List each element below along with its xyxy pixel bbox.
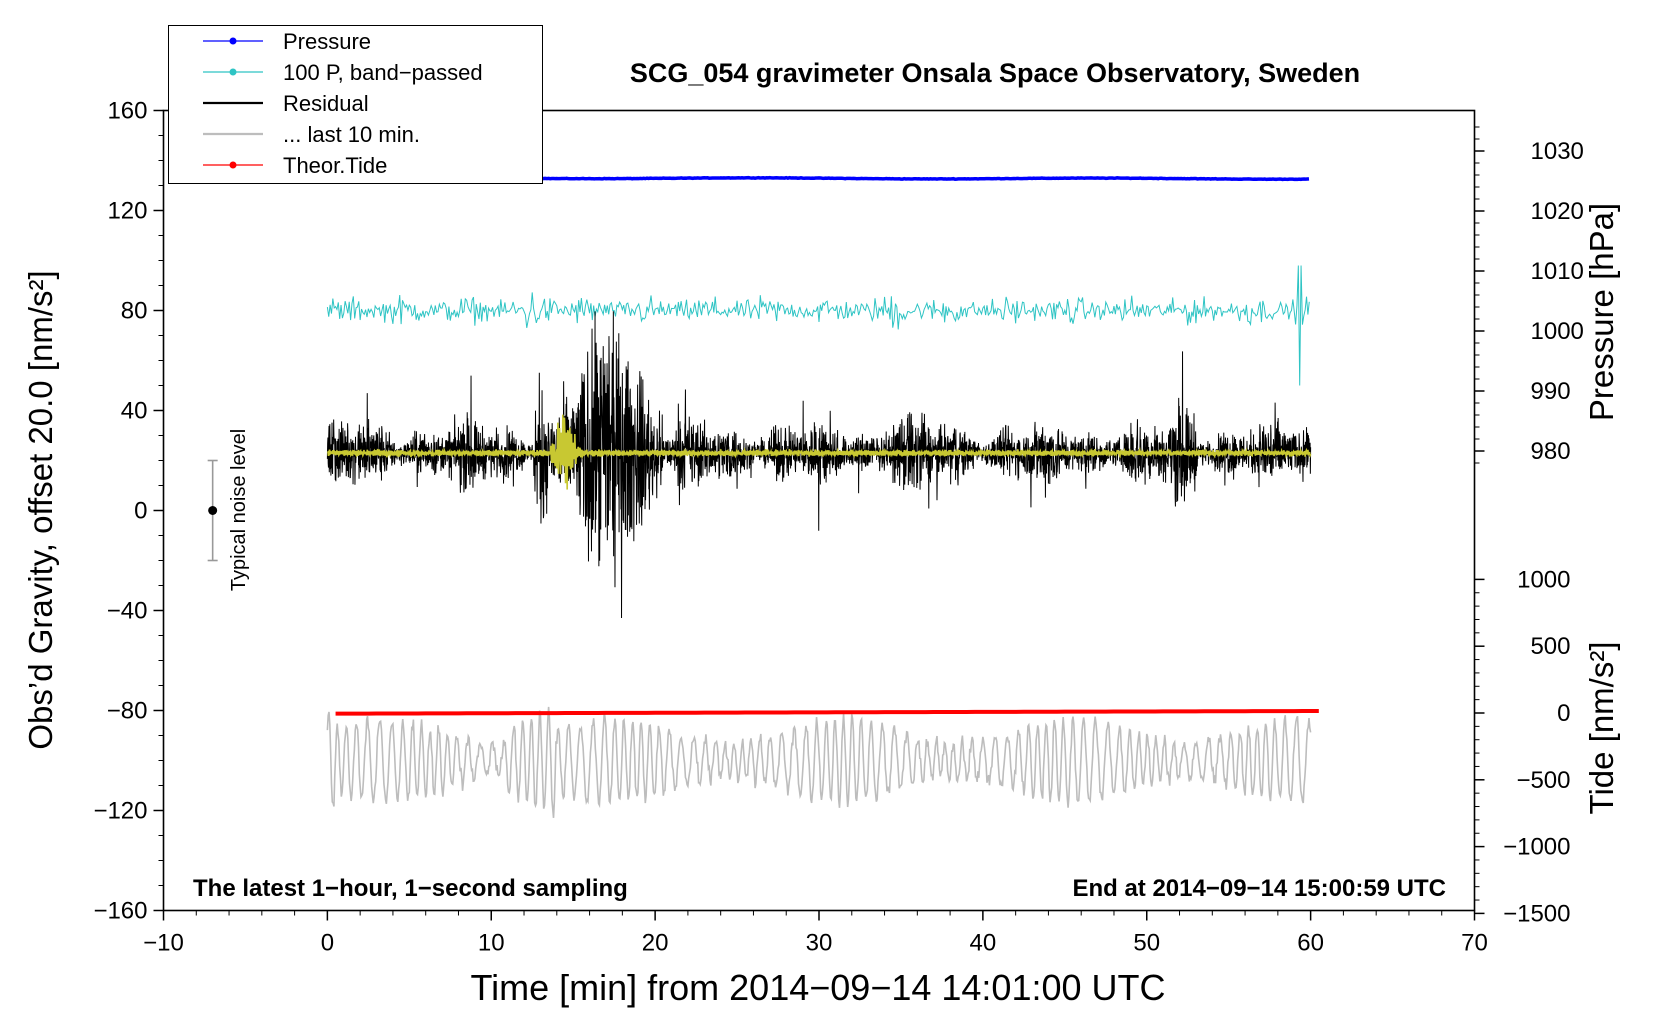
tide-line xyxy=(335,708,1319,716)
pressure-tick-label: 1010 xyxy=(1531,258,1584,285)
legend-label: 100 P, band−passed xyxy=(283,60,483,85)
tide-tick-label: 500 xyxy=(1530,633,1570,660)
noise-center-dot xyxy=(208,506,218,515)
x-axis: −10 0 10 20 30 40 50 60 70 xyxy=(143,910,1488,957)
tide-tick-label: −1500 xyxy=(1503,900,1570,927)
x-axis-title: Time [min] from 2014−09−14 14:01:00 UTC xyxy=(470,967,1165,1008)
tide-tick-label: 1000 xyxy=(1517,566,1570,593)
y-tick-label: −80 xyxy=(107,698,148,725)
y-axis-tide: 1000 500 0 −500 −1000 −1500 xyxy=(1474,566,1571,927)
series-residual xyxy=(326,311,1312,619)
x-tick-label: 60 xyxy=(1297,930,1324,957)
y-tick-label: −120 xyxy=(93,798,147,825)
y-tick-label: 120 xyxy=(107,198,147,225)
pressure-tick-label: 1020 xyxy=(1531,198,1584,225)
y-axis-pressure-title: Pressure [hPa] xyxy=(1583,203,1620,421)
residual-smoothed-line xyxy=(326,414,1312,490)
legend-marker xyxy=(229,68,237,76)
x-tick-label: 20 xyxy=(642,930,669,957)
bandpassed-pressure-line xyxy=(326,265,1310,386)
tide-tick-label: 0 xyxy=(1557,700,1570,727)
tide-tick-label: −1000 xyxy=(1503,834,1570,861)
pressure-tick-label: 1000 xyxy=(1531,318,1584,345)
x-tick-label: 70 xyxy=(1461,930,1488,957)
pressure-tick-label: 990 xyxy=(1531,378,1571,405)
pressure-tick-label: 980 xyxy=(1531,438,1571,465)
series-layer xyxy=(326,175,1319,818)
y-tick-label: 80 xyxy=(121,298,148,325)
residual-line xyxy=(326,311,1312,619)
chart-title: SCG_054 gravimeter Onsala Space Observat… xyxy=(630,58,1360,88)
series-theor-tide xyxy=(335,708,1319,716)
y-tick-label: −40 xyxy=(107,598,148,625)
y-axis-pressure: 1030 1020 1010 1000 990 980 xyxy=(1474,126,1584,465)
series-residual-smoothed xyxy=(326,414,1312,490)
y-tick-label: 0 xyxy=(134,498,147,525)
annotation-sampling: The latest 1−hour, 1−second sampling xyxy=(193,875,628,902)
tide-tick-label: −500 xyxy=(1516,767,1570,794)
x-tick-label: −10 xyxy=(143,930,184,957)
annotation-end-time: End at 2014−09−14 15:00:59 UTC xyxy=(1072,875,1446,902)
x-tick-label: 10 xyxy=(478,930,505,957)
y-axis-left: 160 120 80 40 0 −40 −80 −120 −160 xyxy=(93,98,164,925)
x-tick-label: 0 xyxy=(321,930,334,957)
legend-label: Residual xyxy=(283,91,369,116)
legend-label: Theor.Tide xyxy=(283,153,387,178)
y-axis-tide-title: Tide [nm/s²] xyxy=(1583,642,1620,815)
legend-box xyxy=(168,25,543,184)
x-tick-label: 50 xyxy=(1133,930,1160,957)
series-100-p-band-passed xyxy=(326,265,1310,386)
x-tick-label: 40 xyxy=(970,930,997,957)
legend-marker xyxy=(229,37,237,45)
legend-label: ... last 10 min. xyxy=(283,122,420,147)
pressure-tick-label: 1030 xyxy=(1531,138,1584,165)
legend: Pressure 100 P, band−passed Residual ... la… xyxy=(168,25,543,184)
noise-level-label: Typical noise level xyxy=(228,429,250,591)
legend-marker xyxy=(229,161,237,169)
last-ten-minutes-line xyxy=(326,706,1312,818)
noise-level-marker xyxy=(207,459,218,562)
legend-label: Pressure xyxy=(283,29,371,54)
y-axis-left-title: Obs’d Gravity, offset 20.0 [nm/s²] xyxy=(22,270,59,749)
y-tick-label: 40 xyxy=(121,398,148,425)
x-tick-label: 30 xyxy=(806,930,833,957)
series--last-10-min- xyxy=(326,706,1312,818)
y-tick-label: 160 xyxy=(107,98,147,125)
y-tick-label: −160 xyxy=(93,898,147,925)
